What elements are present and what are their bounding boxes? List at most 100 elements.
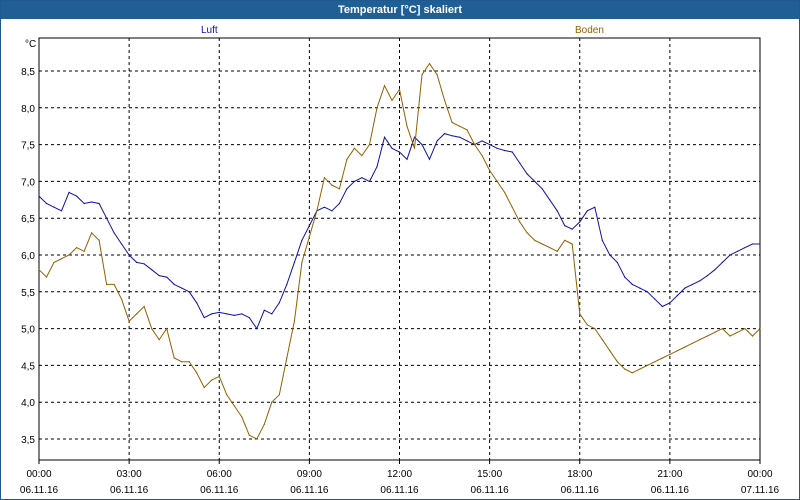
data-point-luft	[45, 202, 48, 205]
x-tick-date: 06.11.16	[380, 485, 419, 496]
data-point-luft	[736, 250, 739, 252]
y-axis-unit: °C	[25, 39, 36, 50]
x-tick-labels: 00:00 06.11.16 03:00 06.11.16 06:00 06.11.16 0…	[20, 460, 780, 496]
data-point-luft	[38, 195, 40, 197]
data-point-luft	[654, 298, 656, 300]
data-point-luft	[556, 210, 558, 212]
data-point-luft	[564, 225, 566, 227]
data-point-boden	[421, 74, 423, 76]
data-point-boden	[278, 394, 280, 396]
data-point-luft	[534, 180, 536, 182]
data-point-luft	[601, 239, 603, 241]
data-point-boden	[143, 305, 145, 308]
data-point-boden	[706, 335, 709, 337]
y-tick-label: 6,0	[21, 251, 35, 262]
data-point-luft	[744, 247, 746, 249]
data-point-luft	[489, 144, 491, 146]
data-point-luft	[691, 283, 694, 285]
data-point-luft	[128, 254, 130, 256]
data-point-luft	[263, 309, 265, 311]
x-tick-date: 06.11.16	[200, 485, 239, 496]
data-point-boden	[53, 261, 55, 263]
data-point-boden	[398, 88, 401, 90]
data-point-luft	[571, 228, 573, 230]
x-tick-time: 00:00	[26, 469, 51, 480]
y-tick-label: 4,0	[21, 398, 35, 409]
data-point-luft	[421, 144, 423, 146]
data-point-boden	[68, 254, 70, 256]
data-point-luft	[218, 311, 220, 313]
data-point-boden	[196, 372, 198, 374]
data-point-boden	[91, 232, 93, 234]
data-point-boden	[481, 155, 483, 157]
data-point-boden	[331, 184, 333, 186]
data-point-luft	[196, 302, 198, 304]
data-point-boden	[624, 368, 626, 370]
data-point-boden	[368, 144, 371, 146]
data-point-luft	[271, 313, 273, 315]
window-title: Temperatur [°C] skaliert	[1, 1, 799, 19]
data-point-boden	[106, 283, 108, 285]
data-point-luft	[549, 199, 551, 201]
data-point-boden	[526, 232, 528, 234]
data-point-luft	[594, 206, 596, 208]
data-point-luft	[586, 210, 588, 212]
data-point-boden	[181, 361, 183, 363]
data-point-luft	[346, 188, 348, 190]
data-point-boden	[736, 331, 739, 333]
data-point-luft	[256, 328, 258, 330]
data-point-boden	[413, 147, 416, 149]
data-point-luft	[413, 136, 416, 138]
data-point-boden	[113, 283, 115, 285]
data-point-luft	[721, 261, 724, 263]
data-point-luft	[579, 221, 581, 223]
data-point-luft	[113, 232, 115, 234]
data-point-luft	[241, 313, 243, 315]
data-point-boden	[691, 342, 694, 344]
data-point-luft	[639, 287, 641, 289]
data-point-luft	[714, 269, 716, 271]
data-point-boden	[466, 129, 468, 131]
data-point-luft	[301, 239, 303, 241]
data-point-boden	[609, 350, 611, 352]
data-point-luft	[616, 261, 618, 263]
data-point-luft	[121, 243, 123, 245]
data-point-boden	[751, 335, 754, 337]
data-point-luft	[143, 263, 145, 265]
x-tick-time: 06:00	[207, 469, 232, 480]
data-point-luft	[368, 180, 371, 182]
data-point-boden	[248, 434, 250, 436]
data-point-boden	[353, 147, 355, 149]
data-point-luft	[504, 149, 506, 152]
data-point-boden	[188, 361, 190, 363]
data-point-luft	[278, 302, 280, 304]
data-point-boden	[203, 386, 205, 389]
x-tick-time: 12:00	[387, 469, 412, 480]
data-point-boden	[684, 346, 686, 348]
data-point-boden	[519, 221, 521, 223]
data-point-boden	[293, 320, 295, 322]
y-tick-label: 5,5	[21, 288, 35, 299]
data-point-boden	[428, 63, 431, 65]
data-point-boden	[654, 361, 656, 363]
data-point-luft	[166, 276, 168, 278]
y-tick-label: 7,0	[21, 177, 35, 188]
data-point-luft	[151, 269, 153, 271]
data-point-luft	[106, 217, 108, 219]
data-point-luft	[669, 302, 671, 304]
data-point-boden	[594, 328, 596, 330]
data-point-boden	[76, 247, 78, 249]
data-point-luft	[376, 166, 378, 168]
data-point-boden	[714, 331, 716, 333]
y-tick-label: 8,5	[21, 67, 35, 78]
data-point-luft	[526, 173, 528, 175]
data-point-luft	[286, 283, 288, 285]
x-tick-time: 03:00	[117, 469, 142, 480]
legend-boden: Boden	[575, 25, 604, 36]
data-point-luft	[496, 147, 498, 149]
data-point-luft	[759, 243, 761, 245]
data-point-luft	[609, 254, 611, 256]
data-point-boden	[534, 239, 536, 241]
data-point-boden	[459, 125, 461, 127]
x-tick-date: 06.11.16	[20, 485, 59, 496]
